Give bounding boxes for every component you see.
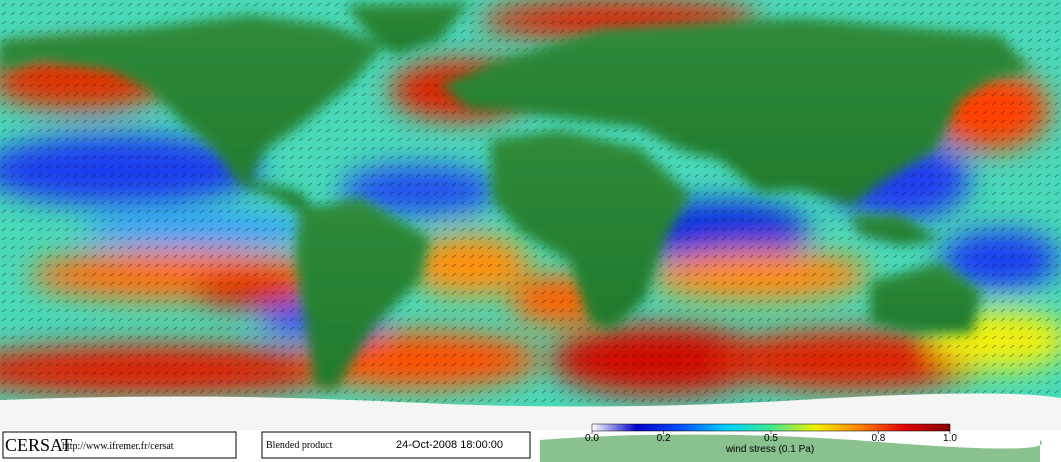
colorbar: [591, 423, 951, 432]
antarctica: [0, 393, 1061, 430]
landmasses: [0, 2, 1030, 390]
logo-box: [2, 431, 237, 459]
colorbar-tick-label: 0.0: [585, 433, 599, 444]
antarctic-coast: [540, 434, 1042, 462]
date: 24-Oct-2008 18:00:00: [396, 439, 503, 451]
logo: CERSAT: [5, 435, 72, 455]
url: http://www.ifremer.fr/cersat: [62, 441, 174, 452]
colorbar-tick-label: 1.0: [943, 433, 957, 444]
colorbar-tick-label: 0.8: [871, 433, 885, 444]
colorbar-label: wind stress (0.1 Pa): [725, 444, 814, 455]
colorbar-tick-label: 0.2: [657, 433, 671, 444]
product: Blended product: [266, 440, 333, 451]
colorbar-tick-label: 0.5: [764, 433, 778, 444]
info-box: [261, 431, 531, 459]
